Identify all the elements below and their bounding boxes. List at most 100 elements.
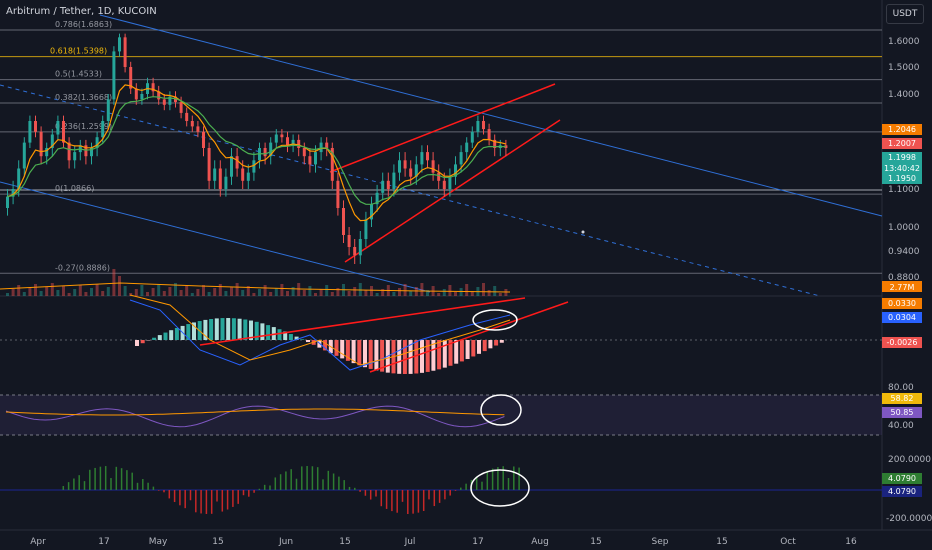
candle-body <box>151 83 155 92</box>
volume-bar <box>230 287 233 296</box>
macd-histogram-bar <box>340 340 345 359</box>
candle-body <box>168 96 172 105</box>
candle-body <box>73 152 77 161</box>
volume-bar <box>50 283 54 296</box>
volume-bar <box>498 293 502 296</box>
candle-body <box>319 142 323 153</box>
candle-body <box>426 152 429 161</box>
rsi-tag <box>882 407 922 418</box>
candle-body <box>84 145 88 157</box>
candle-body <box>218 168 222 189</box>
macd-histogram-bar <box>169 330 174 340</box>
macd-histogram-bar <box>334 340 339 356</box>
volume-bar <box>151 288 155 296</box>
macd-histogram-bar <box>163 332 168 340</box>
time-tick-label: Apr <box>30 537 46 547</box>
candle-body <box>252 160 256 173</box>
candle-body <box>106 99 110 121</box>
volume-tag <box>882 281 922 292</box>
candle-body <box>263 148 267 157</box>
channel-upper-line <box>99 14 883 217</box>
candle-body <box>465 142 469 153</box>
candle-body <box>179 102 183 113</box>
fib-level-label: 0.5(1.4533) <box>55 70 102 79</box>
macd-histogram-bar <box>380 340 385 372</box>
price-tag <box>882 124 922 135</box>
price-tag <box>882 152 922 163</box>
candle-body <box>375 192 379 205</box>
price-tick-label: 0.8800 <box>888 273 920 283</box>
volume-bar <box>454 292 457 296</box>
volume-bar <box>28 288 32 296</box>
price-tag <box>882 163 922 174</box>
candle-body <box>336 180 340 208</box>
macd-histogram-bar <box>231 318 236 340</box>
time-tick-label: 15 <box>212 537 223 547</box>
candle-body <box>274 134 278 143</box>
time-tick-label: 15 <box>339 537 350 547</box>
volume-bar <box>308 286 312 296</box>
candle-body <box>482 121 485 130</box>
macd-histogram-bar <box>488 340 493 349</box>
macd-histogram-bar <box>431 340 436 371</box>
price-tag-label: 1.2046 <box>888 125 916 134</box>
macd-histogram-bar <box>226 318 231 340</box>
volume-bar <box>17 285 21 296</box>
candle-body <box>459 152 463 165</box>
candle-body <box>45 148 49 157</box>
candle-body <box>381 180 385 193</box>
macd-histogram-bar <box>260 323 265 340</box>
volume-bar <box>185 286 189 296</box>
candle-body <box>325 142 329 148</box>
time-tick-label: May <box>149 537 168 547</box>
macd-signal-line <box>129 294 511 366</box>
macd-histogram-bar <box>420 340 424 373</box>
volume-bar <box>442 289 446 296</box>
candle-body <box>364 219 368 239</box>
candle-body <box>11 189 15 197</box>
volume-bar <box>274 288 278 296</box>
rsi-tick-label: 40.00 <box>888 421 914 431</box>
volume-tag-label: 2.77M <box>890 283 915 292</box>
volume-bar <box>325 285 329 296</box>
volume-bar <box>269 292 273 296</box>
volume-bar <box>78 285 82 296</box>
macd-histogram-bar <box>209 319 214 340</box>
macd-histogram-bar <box>300 339 305 340</box>
volume-bar <box>67 293 71 296</box>
candle-body <box>118 37 121 52</box>
candle-body <box>224 176 228 189</box>
time-tick-label: 17 <box>472 537 483 547</box>
macd-tag <box>882 337 922 348</box>
macd-circle-annotation <box>472 309 518 331</box>
macd-tag-label: 0.0330 <box>888 299 916 308</box>
volume-bar <box>213 288 217 296</box>
volume-bar <box>364 290 368 296</box>
candle-body <box>162 99 166 105</box>
time-tick-label: Aug <box>531 537 549 547</box>
volume-bar <box>409 291 413 296</box>
volume-bar <box>358 283 362 296</box>
price-tick-label: 1.6000 <box>888 37 920 47</box>
volume-bar <box>426 290 429 296</box>
volume-bar <box>252 293 256 296</box>
macd-histogram-bar <box>237 318 242 340</box>
candle-body <box>308 156 312 165</box>
macd-histogram-bar <box>243 319 248 340</box>
macd-histogram-bar <box>477 340 481 354</box>
volume-bar <box>392 292 396 296</box>
candle-body <box>431 160 435 173</box>
volume-bar <box>168 287 172 296</box>
currency-button[interactable]: USDT <box>886 4 924 24</box>
volume-bar <box>34 284 37 296</box>
candle-body <box>207 148 211 181</box>
candle-body <box>112 51 116 100</box>
candle-body <box>347 235 351 247</box>
fib-level-label: 0.786(1.6863) <box>55 20 112 29</box>
macd-histogram-bar <box>414 340 419 374</box>
volume-bar <box>39 291 43 296</box>
macd-tag-label: 0.0304 <box>888 313 916 322</box>
volume-bar <box>95 284 99 296</box>
cursor-dot <box>581 230 585 234</box>
